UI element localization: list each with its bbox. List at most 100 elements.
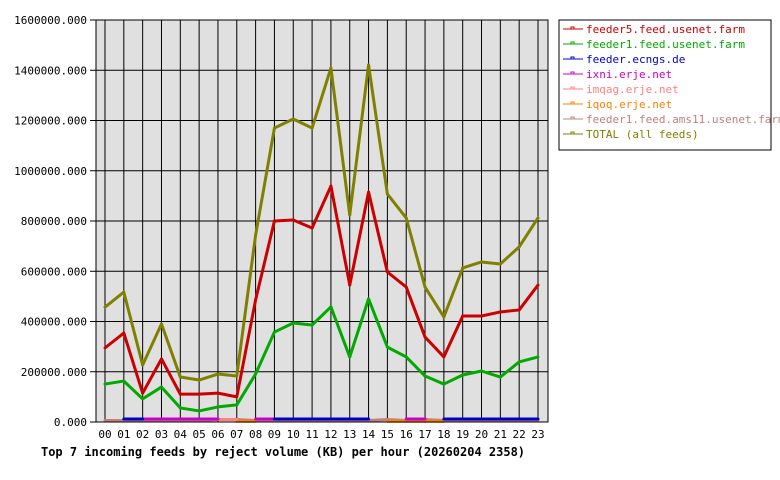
line-segment	[480, 369, 502, 379]
y-tick-label: 1000000.000	[14, 165, 87, 178]
legend-marker	[570, 101, 575, 105]
legend-label: feeder5.feed.usenet.farm	[586, 23, 745, 36]
line-segment	[498, 360, 521, 379]
line-segment	[159, 357, 182, 396]
x-axis: 00 01 02 03 04 05 06 07 08 09 10 11 12 13 14 15 16 17 18 19…	[98, 428, 544, 441]
line-segment	[141, 385, 163, 401]
line-segment	[291, 218, 314, 230]
line-segment	[103, 290, 126, 309]
line-segment	[404, 285, 427, 339]
legend-item: feeder1.feed.usenet.farm	[563, 38, 745, 51]
line-segment	[404, 355, 427, 378]
chart-title: Top 7 incoming feeds by reject volume (K…	[41, 445, 525, 459]
line-segment	[178, 406, 201, 413]
x-tick-label: 10	[287, 428, 300, 441]
legend-item: imqag.erje.net	[563, 83, 679, 96]
legend-item: TOTAL (all feeds)	[563, 128, 699, 141]
series-feeder5-feed-usenet-farm	[103, 184, 540, 399]
line-segment	[423, 285, 446, 319]
legend-item: feeder1.feed.ams11.usenet.farm	[563, 113, 780, 126]
x-tick-label: 06	[211, 428, 224, 441]
line-segment	[385, 270, 408, 289]
x-tick-label: 16	[400, 428, 413, 441]
line-segment	[404, 216, 427, 289]
line-segment	[367, 63, 389, 196]
plot-border	[95, 19, 549, 423]
line-segment	[310, 184, 333, 230]
line-segment	[159, 322, 182, 379]
line-segment	[310, 66, 333, 130]
line-segment	[122, 379, 145, 401]
series-total-all-feeds-	[103, 63, 540, 382]
line-segment	[367, 297, 389, 349]
line-segment	[197, 405, 220, 413]
line-segment	[272, 218, 295, 223]
x-tick-label: 05	[193, 428, 206, 441]
line-segment	[159, 385, 182, 410]
line-segment	[348, 297, 371, 359]
legend-item: feeder5.feed.usenet.farm	[563, 23, 745, 36]
y-tick-label: 1600000.000	[14, 14, 87, 27]
line-segment	[291, 117, 314, 130]
legend-item: iqoq.erje.net	[563, 98, 672, 111]
line-segment	[254, 330, 276, 376]
line-segment	[216, 372, 239, 378]
line-segment	[480, 260, 502, 266]
line-segment	[197, 372, 220, 382]
line-segment	[272, 117, 295, 130]
line-segment	[291, 321, 314, 327]
line-segment	[254, 126, 276, 237]
line-segment	[442, 266, 465, 319]
line-segment	[385, 345, 408, 359]
x-tick-label: 02	[136, 428, 149, 441]
x-tick-label: 04	[174, 428, 188, 441]
line-segment	[442, 314, 465, 359]
series-lines	[103, 63, 540, 423]
x-tick-label: 07	[230, 428, 243, 441]
legend: feeder5.feed.usenet.farm feeder1.feed.use…	[558, 19, 780, 151]
x-tick-label: 15	[381, 428, 394, 441]
legend-label: feeder.ecngs.de	[586, 53, 685, 66]
x-tick-label: 23	[531, 428, 544, 441]
legend-marker	[570, 131, 575, 135]
legend-box	[558, 19, 772, 151]
series-feeder1-feed-usenet-farm	[103, 297, 540, 413]
y-tick-label: 1200000.000	[14, 115, 87, 128]
line-segment	[348, 190, 371, 287]
line-segment	[480, 310, 502, 318]
line-segment	[498, 245, 521, 266]
legend-label: feeder1.feed.usenet.farm	[586, 38, 745, 51]
legend-item: feeder.ecngs.de	[563, 53, 685, 66]
x-tick-label: 00	[98, 428, 111, 441]
line-segment	[329, 305, 352, 359]
line-segment	[141, 357, 163, 395]
line-segment	[310, 305, 333, 327]
y-tick-label: 800000.000	[21, 215, 87, 228]
line-segment	[216, 403, 239, 409]
line-segment	[423, 374, 446, 386]
x-tick-label: 14	[362, 428, 376, 441]
line-segment	[216, 391, 239, 399]
line-segment	[235, 372, 258, 407]
x-tick-label: 11	[305, 428, 318, 441]
legend-label: ixni.erje.net	[586, 68, 672, 81]
legend-marker	[570, 41, 575, 45]
x-tick-label: 09	[268, 428, 281, 441]
line-segment	[498, 308, 521, 314]
line-segment	[329, 66, 352, 217]
line-segment	[103, 331, 126, 350]
y-tick-label: 600000.000	[21, 265, 87, 278]
line-segment	[461, 369, 484, 377]
x-tick-label: 12	[324, 428, 337, 441]
line-segment	[517, 283, 540, 312]
y-tick-label: 400000.000	[21, 316, 87, 329]
line-segment	[272, 321, 295, 334]
legend-item: ixni.erje.net	[563, 68, 672, 81]
line-segment	[423, 335, 446, 359]
x-tick-label: 18	[437, 428, 450, 441]
legend-marker	[570, 56, 575, 60]
x-tick-label: 20	[475, 428, 488, 441]
line-segment	[235, 233, 258, 378]
x-tick-label: 17	[418, 428, 431, 441]
